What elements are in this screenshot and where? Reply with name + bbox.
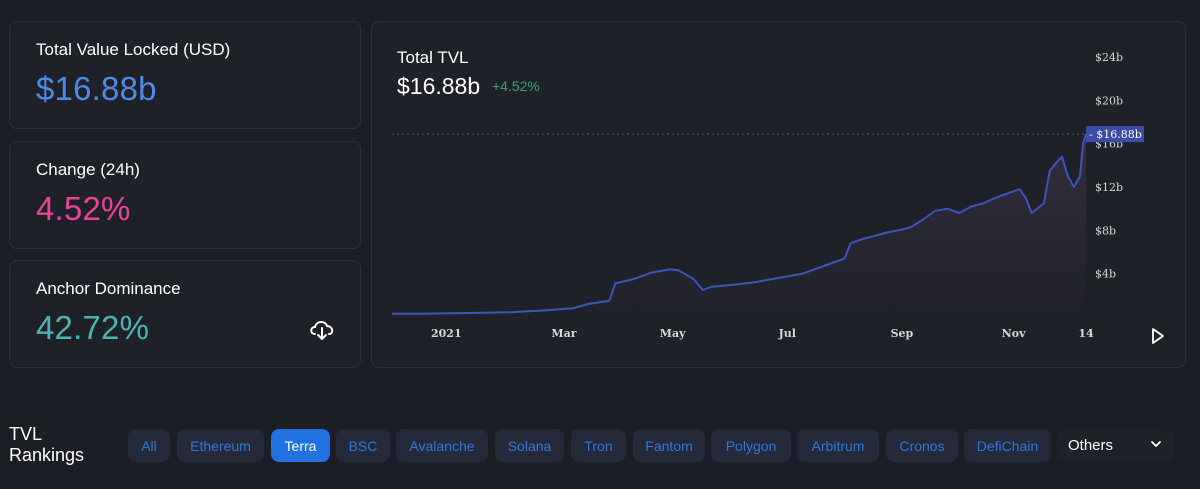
tvl-card: Total Value Locked (USD) $16.88b: [9, 21, 361, 129]
current-value-label: - $16.88b: [1089, 128, 1142, 141]
chevron-down-icon: [1149, 437, 1163, 451]
x-tick-label: Mar: [551, 327, 576, 340]
x-tick-label: Jul: [778, 327, 796, 340]
play-icon[interactable]: [1150, 327, 1166, 345]
change-value: 4.52%: [36, 190, 131, 227]
rankings-title: TVL Rankings: [9, 424, 85, 465]
tab-fantom[interactable]: Fantom: [633, 429, 705, 462]
y-tick-label: $24b: [1095, 51, 1123, 64]
dominance-title: Anchor Dominance: [36, 279, 181, 298]
tab-ethereum[interactable]: Ethereum: [177, 429, 264, 462]
x-tick-label: 14: [1078, 327, 1094, 340]
tab-tron[interactable]: Tron: [571, 429, 626, 462]
tvl-title: Total Value Locked (USD): [36, 40, 231, 59]
y-tick-label: $20b: [1095, 94, 1123, 107]
change-title: Change (24h): [36, 160, 140, 179]
tvl-line: [392, 133, 1087, 315]
tvl-area: [392, 134, 1086, 317]
y-tick-label: $4b: [1095, 268, 1116, 281]
dominance-card: Anchor Dominance 42.72%: [9, 260, 361, 368]
y-tick-label: $8b: [1095, 224, 1116, 237]
x-tick-label: May: [660, 327, 686, 340]
cloud-download-icon[interactable]: [308, 317, 336, 343]
chart-value: $16.88b: [397, 73, 481, 99]
tvl-chart-card: $4b $8b $12b $16b $20b $24b - $16.88b 2021 Mar Ma…: [371, 21, 1186, 368]
tab-terra[interactable]: Terra: [271, 429, 330, 462]
tab-cronos[interactable]: Cronos: [886, 429, 958, 462]
tab-arbitrum[interactable]: Arbitrum: [797, 429, 879, 462]
x-tick-label: Nov: [1002, 327, 1026, 340]
others-label: Others: [1068, 437, 1114, 454]
chart-title: Total TVL: [397, 48, 469, 67]
current-value-badge: [1086, 126, 1144, 143]
tab-all[interactable]: All: [128, 429, 170, 462]
dominance-value: 42.72%: [36, 309, 150, 346]
tab-bsc[interactable]: BSC: [336, 429, 390, 462]
x-tick-label: Sep: [891, 327, 914, 340]
tab-defichain[interactable]: DefiChain: [964, 429, 1051, 462]
chart-change: +4.52%: [492, 78, 540, 94]
x-tick-label: 2021: [431, 327, 462, 340]
tab-polygon[interactable]: Polygon: [711, 429, 791, 462]
tab-solana[interactable]: Solana: [495, 429, 564, 462]
y-tick-label: $12b: [1095, 181, 1123, 194]
tvl-value: $16.88b: [36, 70, 157, 107]
tab-avalanche[interactable]: Avalanche: [396, 429, 488, 462]
others-dropdown[interactable]: Others: [1057, 429, 1174, 462]
change-card: Change (24h) 4.52%: [9, 141, 361, 249]
